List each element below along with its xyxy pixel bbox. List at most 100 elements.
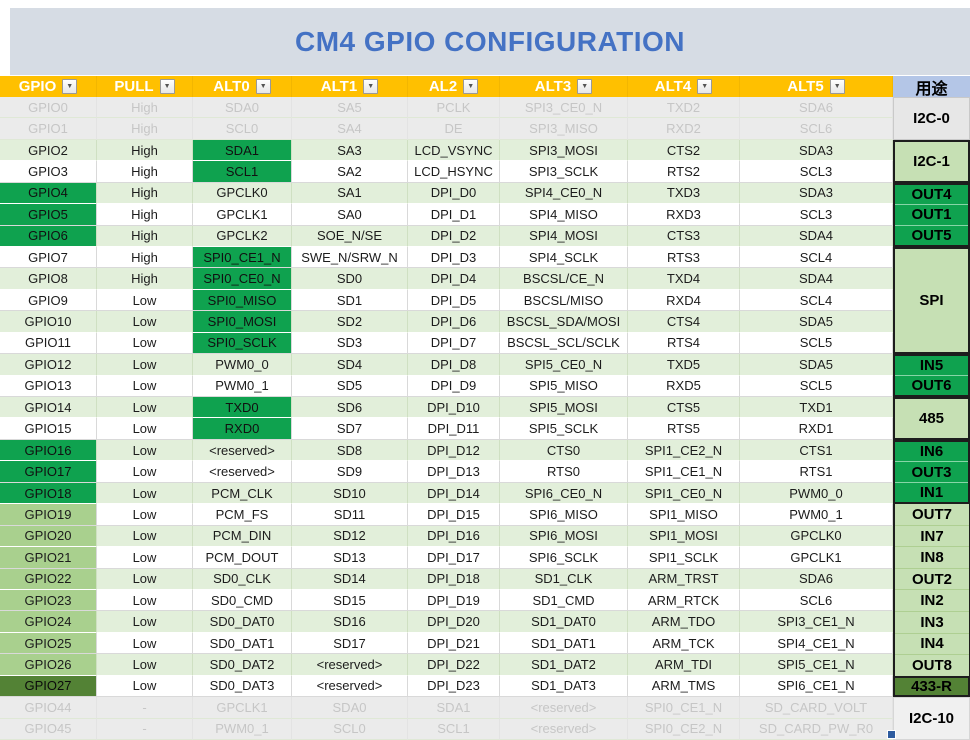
cell-gpio10-alt5[interactable]: SDA5 [740,311,893,333]
cell-gpio21-alt0[interactable]: PCM_DOUT [193,547,292,569]
cell-gpio27-alt5[interactable]: SPI6_CE1_N [740,675,893,698]
cell-gpio5-alt1[interactable]: SA0 [292,204,408,226]
cell-gpio11-alt3[interactable]: BSCSL_SCL/SCLK [500,332,628,355]
cell-gpio7-alt0[interactable]: SPI0_CE1_N [193,247,292,269]
cell-gpio1-alt5[interactable]: SCL6 [740,118,893,140]
cell-gpio44-gpio[interactable]: GPIO44 [0,697,97,719]
cell-gpio14-alt0[interactable]: TXD0 [193,397,292,419]
column-header-pull[interactable]: PULL ▼ [97,76,193,97]
filter-button-alt4[interactable]: ▼ [697,79,713,94]
cell-gpio23-alt5[interactable]: SCL6 [740,589,893,612]
cell-gpio10-al2[interactable]: DPI_D6 [408,311,500,333]
cell-gpio20-gpio[interactable]: GPIO20 [0,525,97,548]
cell-gpio17-alt0[interactable]: <reserved> [193,461,292,483]
cell-gpio8-al2[interactable]: DPI_D4 [408,268,500,290]
cell-gpio25-alt4[interactable]: ARM_TCK [628,632,740,655]
cell-gpio6-alt5[interactable]: SDA4 [740,225,893,248]
cell-gpio20-alt4[interactable]: SPI1_MOSI [628,525,740,548]
column-header-al2[interactable]: AL2 ▼ [408,76,500,97]
usage-segment-433-r[interactable]: 433-R [893,675,970,698]
cell-gpio19-gpio[interactable]: GPIO19 [0,504,97,526]
cell-gpio3-alt3[interactable]: SPI3_SCLK [500,161,628,183]
cell-gpio17-al2[interactable]: DPI_D13 [408,461,500,483]
cell-gpio25-pull[interactable]: Low [97,632,193,655]
cell-gpio1-al2[interactable]: DE [408,118,500,140]
cell-gpio2-alt3[interactable]: SPI3_MOSI [500,139,628,162]
cell-gpio3-gpio[interactable]: GPIO3 [0,161,97,183]
cell-gpio6-pull[interactable]: High [97,225,193,248]
cell-gpio0-alt1[interactable]: SA5 [292,97,408,119]
cell-gpio44-alt1[interactable]: SDA0 [292,697,408,719]
cell-gpio20-alt0[interactable]: PCM_DIN [193,525,292,548]
cell-gpio22-alt4[interactable]: ARM_TRST [628,568,740,590]
cell-gpio12-alt4[interactable]: TXD5 [628,354,740,376]
cell-gpio14-alt5[interactable]: TXD1 [740,397,893,419]
cell-gpio4-alt1[interactable]: SA1 [292,182,408,205]
filter-button-alt5[interactable]: ▼ [829,79,845,94]
cell-gpio4-pull[interactable]: High [97,182,193,205]
column-header-usage[interactable]: 用途 [893,76,970,98]
cell-gpio19-alt3[interactable]: SPI6_MISO [500,504,628,526]
cell-gpio9-pull[interactable]: Low [97,289,193,312]
cell-gpio15-alt4[interactable]: RTS5 [628,418,740,440]
cell-gpio20-pull[interactable]: Low [97,525,193,548]
cell-gpio8-alt4[interactable]: TXD4 [628,268,740,290]
cell-gpio22-pull[interactable]: Low [97,568,193,590]
usage-segment-out7-in7-in8-out2-in2-in3-in4-out8[interactable]: OUT7 IN7 IN8 OUT2 IN2 IN3 IN4 OUT8 [893,504,970,676]
cell-gpio4-gpio[interactable]: GPIO4 [0,182,97,205]
cell-gpio18-alt1[interactable]: SD10 [292,482,408,505]
cell-gpio21-alt1[interactable]: SD13 [292,547,408,569]
cell-gpio5-alt0[interactable]: GPCLK1 [193,204,292,226]
cell-gpio9-alt0[interactable]: SPI0_MISO [193,289,292,312]
cell-gpio9-gpio[interactable]: GPIO9 [0,289,97,312]
cell-gpio44-alt4[interactable]: SPI0_CE1_N [628,697,740,719]
cell-gpio1-alt0[interactable]: SCL0 [193,118,292,140]
cell-gpio15-pull[interactable]: Low [97,418,193,440]
cell-gpio22-alt1[interactable]: SD14 [292,568,408,590]
cell-gpio3-al2[interactable]: LCD_HSYNC [408,161,500,183]
cell-gpio2-alt5[interactable]: SDA3 [740,139,893,162]
cell-gpio4-alt0[interactable]: GPCLK0 [193,182,292,205]
cell-gpio18-pull[interactable]: Low [97,482,193,505]
cell-gpio19-alt4[interactable]: SPI1_MISO [628,504,740,526]
cell-gpio24-gpio[interactable]: GPIO24 [0,611,97,633]
cell-gpio15-alt3[interactable]: SPI5_SCLK [500,418,628,440]
cell-gpio24-alt4[interactable]: ARM_TDO [628,611,740,633]
cell-gpio23-alt0[interactable]: SD0_CMD [193,589,292,612]
cell-gpio12-alt0[interactable]: PWM0_0 [193,354,292,376]
cell-gpio12-alt5[interactable]: SDA5 [740,354,893,376]
cell-gpio15-alt0[interactable]: RXD0 [193,418,292,440]
cell-gpio21-alt5[interactable]: GPCLK1 [740,547,893,569]
filter-button-al2[interactable]: ▼ [463,79,479,94]
cell-gpio20-alt5[interactable]: GPCLK0 [740,525,893,548]
cell-gpio12-pull[interactable]: Low [97,354,193,376]
cell-gpio11-alt5[interactable]: SCL5 [740,332,893,355]
cell-gpio15-alt1[interactable]: SD7 [292,418,408,440]
cell-gpio27-alt1[interactable]: <reserved> [292,675,408,698]
filter-button-alt3[interactable]: ▼ [577,79,593,94]
cell-gpio16-alt4[interactable]: SPI1_CE2_N [628,439,740,462]
cell-gpio44-pull[interactable]: - [97,697,193,719]
cell-gpio13-al2[interactable]: DPI_D9 [408,375,500,398]
cell-gpio6-alt0[interactable]: GPCLK2 [193,225,292,248]
cell-gpio26-alt0[interactable]: SD0_DAT2 [193,654,292,676]
cell-gpio26-alt3[interactable]: SD1_DAT2 [500,654,628,676]
cell-gpio44-alt0[interactable]: GPCLK1 [193,697,292,719]
cell-gpio25-alt5[interactable]: SPI4_CE1_N [740,632,893,655]
cell-gpio14-al2[interactable]: DPI_D10 [408,397,500,419]
cell-gpio0-al2[interactable]: PCLK [408,97,500,119]
cell-gpio24-alt3[interactable]: SD1_DAT0 [500,611,628,633]
cell-gpio17-alt5[interactable]: RTS1 [740,461,893,483]
cell-gpio27-pull[interactable]: Low [97,675,193,698]
cell-gpio7-alt5[interactable]: SCL4 [740,247,893,269]
cell-gpio18-alt3[interactable]: SPI6_CE0_N [500,482,628,505]
cell-gpio3-alt1[interactable]: SA2 [292,161,408,183]
cell-gpio9-al2[interactable]: DPI_D5 [408,289,500,312]
cell-gpio16-gpio[interactable]: GPIO16 [0,439,97,462]
cell-gpio44-alt5[interactable]: SD_CARD_VOLT [740,697,893,719]
cell-gpio18-al2[interactable]: DPI_D14 [408,482,500,505]
cell-gpio0-alt0[interactable]: SDA0 [193,97,292,119]
cell-gpio11-alt1[interactable]: SD3 [292,332,408,355]
cell-gpio23-alt1[interactable]: SD15 [292,589,408,612]
usage-segment-i2c-10[interactable]: I2C-10 [893,697,970,740]
